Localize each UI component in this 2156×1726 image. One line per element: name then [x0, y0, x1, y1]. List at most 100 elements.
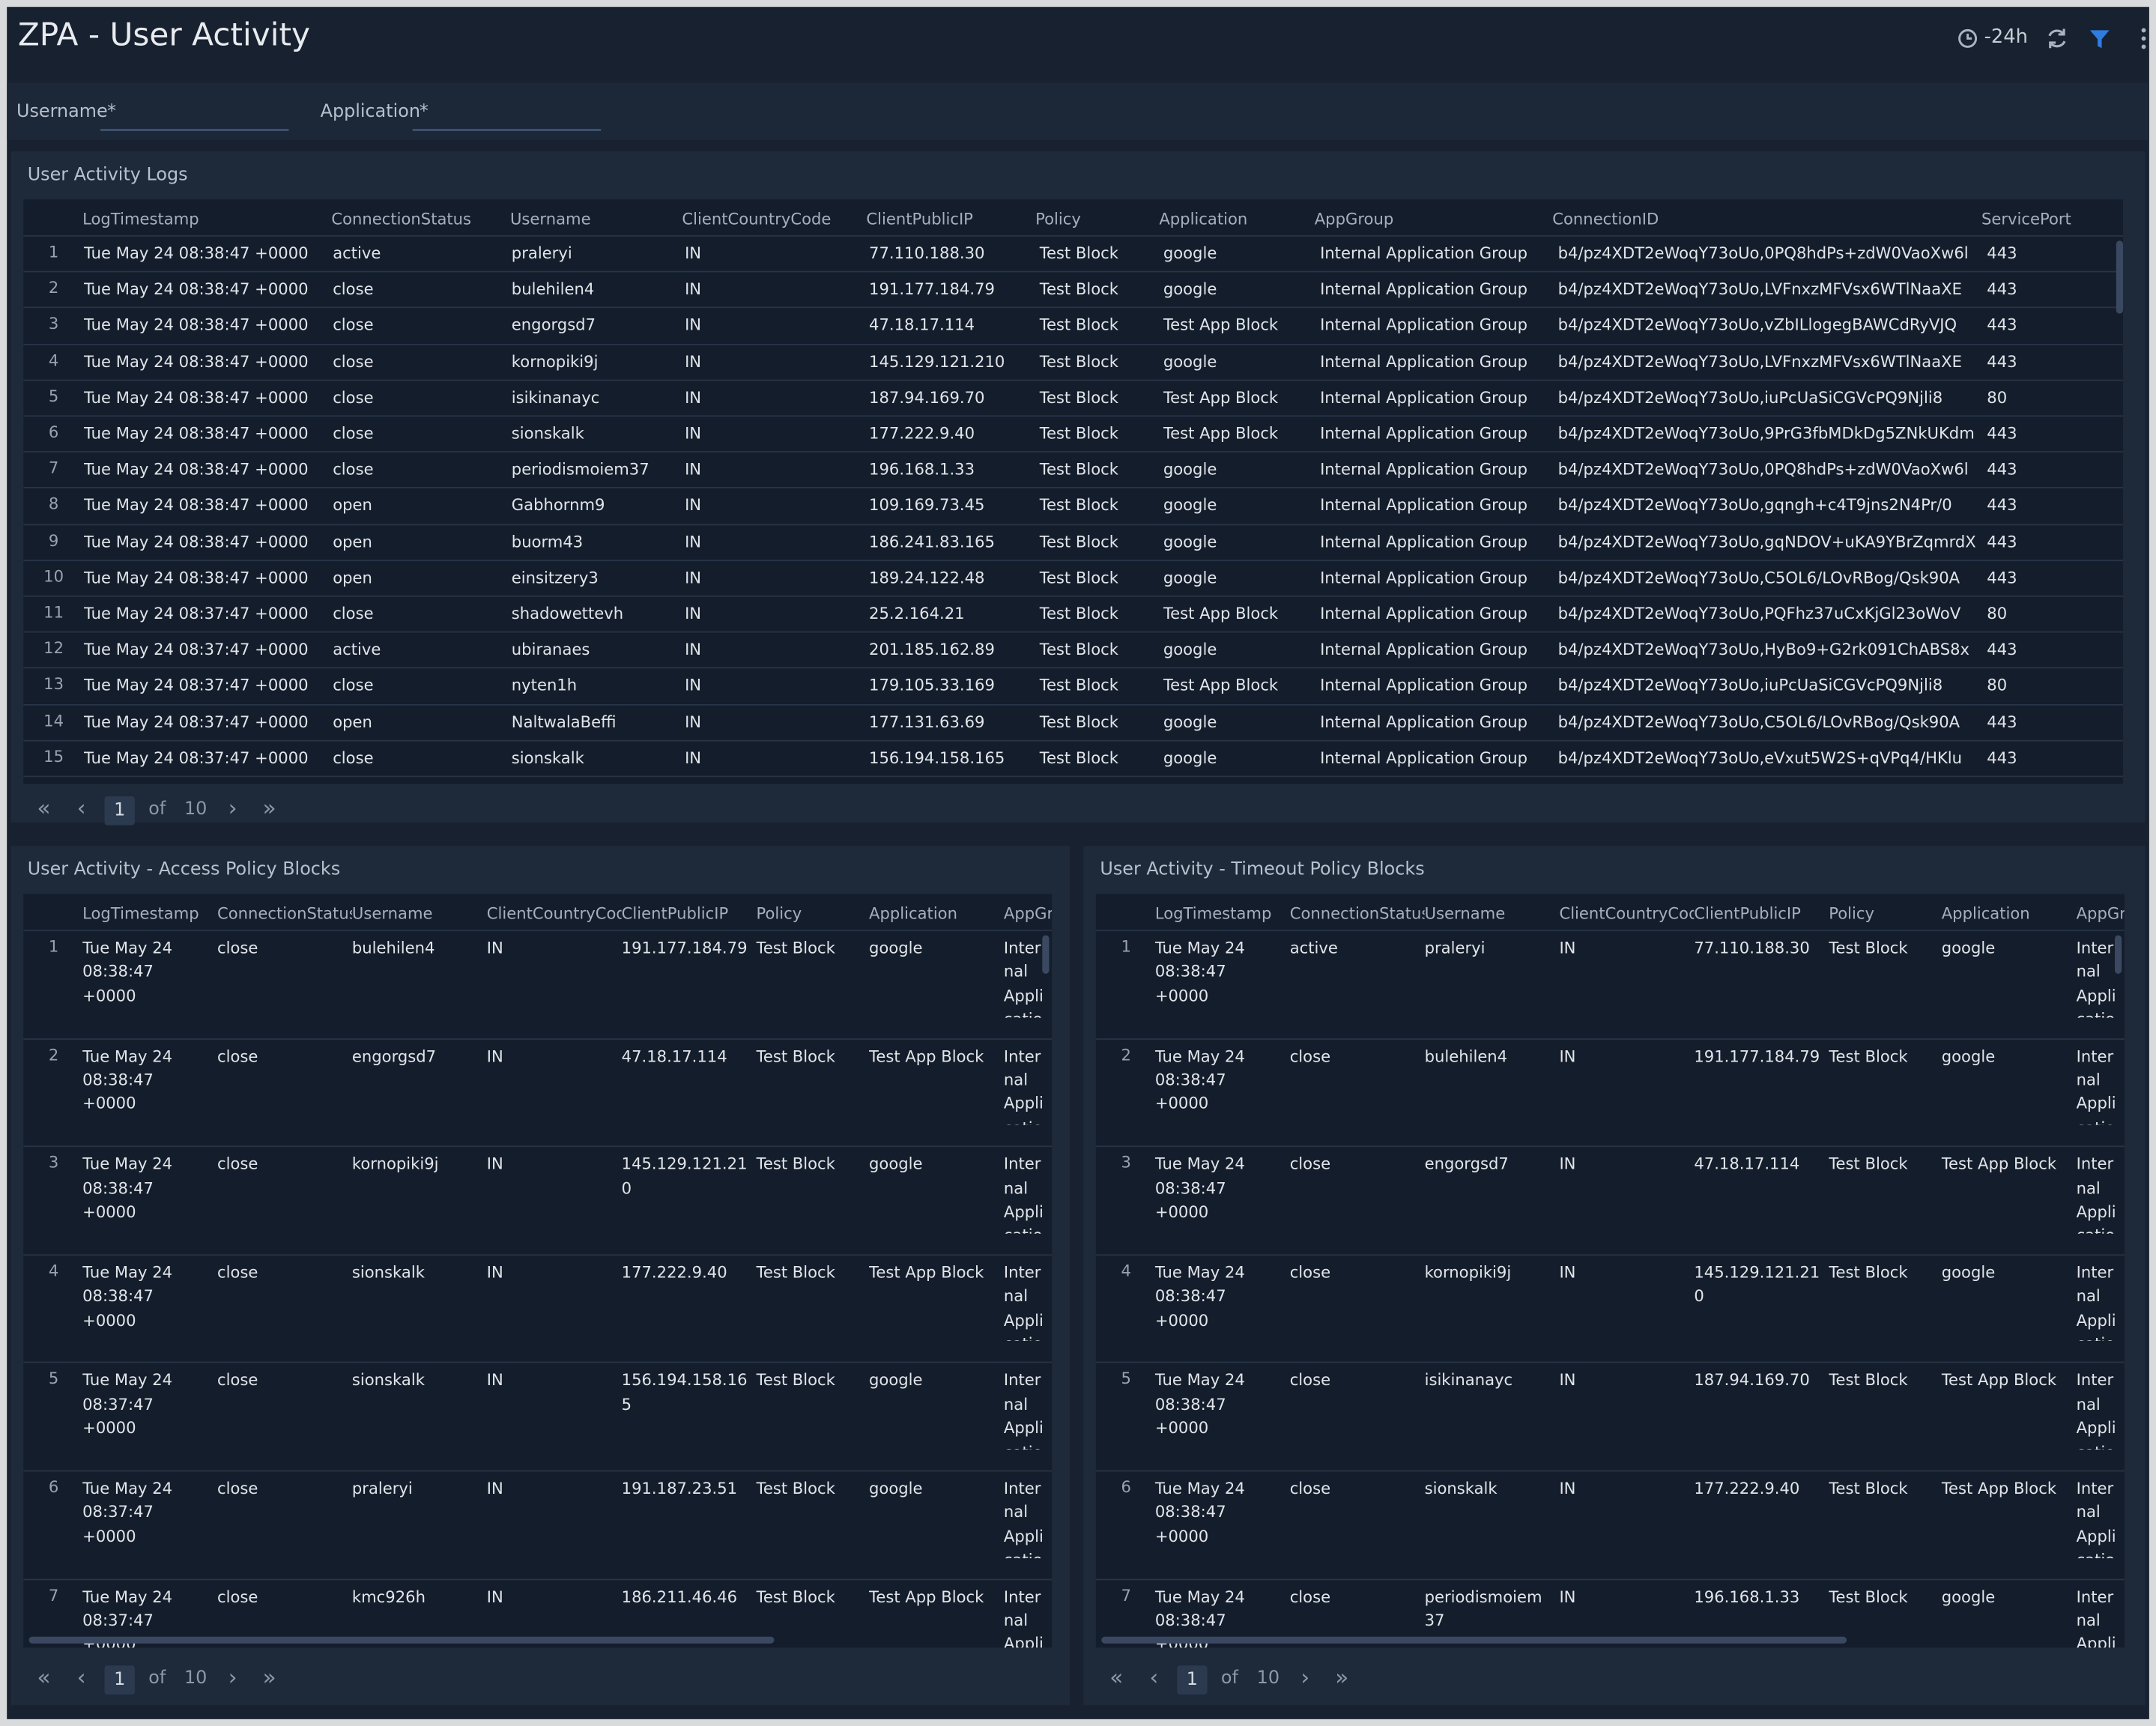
panel-title: User Activity Logs: [27, 165, 188, 186]
first-page[interactable]: «: [37, 795, 51, 822]
row-sep: [23, 379, 2124, 381]
table-cell: IN: [486, 1370, 503, 1390]
table-cell: isikinanayc: [511, 387, 600, 408]
next-page[interactable]: ›: [228, 1664, 237, 1691]
column-header[interactable]: Policy: [756, 903, 802, 923]
clock-icon[interactable]: [1957, 28, 1978, 49]
last-page[interactable]: »: [262, 1664, 276, 1691]
table-cell: NaltwalaBeffi: [511, 712, 617, 731]
column-header[interactable]: AppGroup: [2076, 903, 2125, 923]
column-header[interactable]: Username: [351, 903, 433, 923]
filter-input[interactable]: [100, 129, 289, 131]
column-header[interactable]: ClientPublicIP: [866, 209, 973, 228]
column-header[interactable]: AppGroup: [1003, 903, 1052, 923]
filter[interactable]: Username *: [16, 102, 303, 135]
table-cell: Internal Application Group: [2076, 1586, 2116, 1648]
last-page[interactable]: »: [262, 795, 276, 822]
table-cell: google: [869, 1478, 923, 1498]
table-cell: Tue May 24 08:38:47 +0000: [83, 279, 309, 299]
filter[interactable]: Application *: [321, 102, 615, 135]
table-cell: Test Block: [756, 1478, 835, 1498]
column-header[interactable]: ConnectionStatus: [331, 209, 472, 228]
table-cell: b4/pz4XDT2eWoqY73oUo,C5OL6/LOvRBog/Qsk90…: [1557, 567, 1960, 587]
column-header[interactable]: ConnectionStatus: [1289, 903, 1425, 923]
next-page[interactable]: ›: [228, 795, 237, 822]
table-cell: Test Block: [1039, 567, 1119, 587]
time-range[interactable]: -24h: [1984, 25, 2028, 49]
panel: User Activity - Access Policy Blocks LogT…: [10, 846, 1071, 1706]
table-cell: praleryi: [511, 243, 572, 263]
prev-page[interactable]: ‹: [1149, 1664, 1159, 1691]
column-header[interactable]: ClientCountryCode: [486, 903, 622, 923]
table-cell: engorgsd7: [1424, 1154, 1509, 1174]
table-cell: IN: [486, 1154, 503, 1174]
table-cell: isikinanayc: [1424, 1370, 1513, 1390]
page-number[interactable]: 1: [104, 796, 135, 826]
column-header[interactable]: ServicePort: [1981, 209, 2071, 228]
table-cell: Test App Block: [1941, 1370, 2057, 1390]
column-header[interactable]: ConnectionStatus: [217, 903, 352, 923]
horizontal-scrollbar[interactable]: [1101, 1636, 1847, 1644]
column-header[interactable]: Policy: [1829, 903, 1874, 923]
table-cell: 47.18.17.114: [621, 1046, 727, 1066]
row-number: 7: [48, 458, 59, 478]
column-header[interactable]: Username: [1424, 903, 1506, 923]
column-header[interactable]: ClientCountryCode: [682, 209, 832, 228]
table-cell: close: [1289, 1262, 1331, 1282]
table-cell: Test Block: [1039, 531, 1119, 551]
page-number[interactable]: 1: [104, 1665, 135, 1695]
column-header[interactable]: AppGroup: [1314, 209, 1394, 228]
filter-icon[interactable]: [2087, 26, 2112, 51]
column-header[interactable]: ClientCountryCode: [1559, 903, 1695, 923]
table-cell: google: [1163, 640, 1217, 659]
table-cell: nyten1h: [511, 676, 578, 695]
table-cell: IN: [685, 243, 702, 263]
table-cell: close: [217, 1586, 258, 1606]
table-cell: 47.18.17.114: [1694, 1154, 1800, 1174]
column-header[interactable]: LogTimestamp: [82, 209, 199, 228]
table-cell: Tue May 24 08:38:47 +0000: [83, 243, 309, 263]
table-cell: b4/pz4XDT2eWoqY73oUo,iuPcUaSiCGVcPQ9Njli…: [1557, 387, 1943, 408]
table-cell: bulehilen4: [351, 938, 435, 957]
table-cell: open: [333, 495, 372, 515]
vertical-scrollbar[interactable]: [2116, 240, 2124, 314]
table-cell: Test Block: [756, 938, 835, 957]
column-header[interactable]: ClientPublicIP: [621, 903, 729, 923]
table-cell: 443: [1987, 531, 2017, 551]
vertical-scrollbar[interactable]: [1042, 935, 1050, 974]
last-page[interactable]: »: [1335, 1664, 1349, 1691]
column-header[interactable]: Application: [1159, 209, 1248, 228]
row-number: 5: [48, 386, 59, 406]
table-cell: 443: [1987, 351, 2017, 371]
column-header[interactable]: Username: [509, 209, 591, 228]
table-cell: kmc926h: [351, 1586, 426, 1606]
table-cell: close: [217, 938, 258, 957]
column-header[interactable]: ConnectionID: [1552, 209, 1659, 228]
table-cell: close: [333, 279, 374, 299]
filter-input[interactable]: [412, 129, 602, 131]
table-cell: IN: [685, 676, 702, 695]
first-page[interactable]: «: [1109, 1664, 1124, 1691]
prev-page[interactable]: ‹: [76, 1664, 86, 1691]
prev-page[interactable]: ‹: [76, 795, 86, 822]
table-cell: Test App Block: [1163, 603, 1279, 623]
more-icon[interactable]: [2138, 26, 2149, 51]
column-header[interactable]: ClientPublicIP: [1694, 903, 1801, 923]
next-page[interactable]: ›: [1300, 1664, 1310, 1691]
table-cell: bulehilen4: [511, 279, 595, 299]
table-cell: Test Block: [756, 1370, 835, 1390]
vertical-scrollbar[interactable]: [2114, 935, 2122, 974]
horizontal-scrollbar[interactable]: [28, 1636, 775, 1644]
column-header[interactable]: LogTimestamp: [1154, 903, 1272, 923]
first-page[interactable]: «: [37, 1664, 51, 1691]
column-header[interactable]: Application: [869, 903, 957, 923]
column-header[interactable]: Policy: [1035, 209, 1081, 228]
row-sep: [1095, 1145, 2125, 1148]
table-cell: Tue May 24 08:37:47 +0000: [82, 1478, 173, 1546]
column-header[interactable]: Application: [1941, 903, 2030, 923]
row-number: 3: [48, 314, 59, 334]
page-number[interactable]: 1: [1177, 1665, 1208, 1695]
refresh-icon[interactable]: [2044, 26, 2069, 51]
table-cell: b4/pz4XDT2eWoqY73oUo,gqNDOV+uKA9YBrZqmrd…: [1557, 531, 1976, 551]
column-header[interactable]: LogTimestamp: [82, 903, 199, 923]
